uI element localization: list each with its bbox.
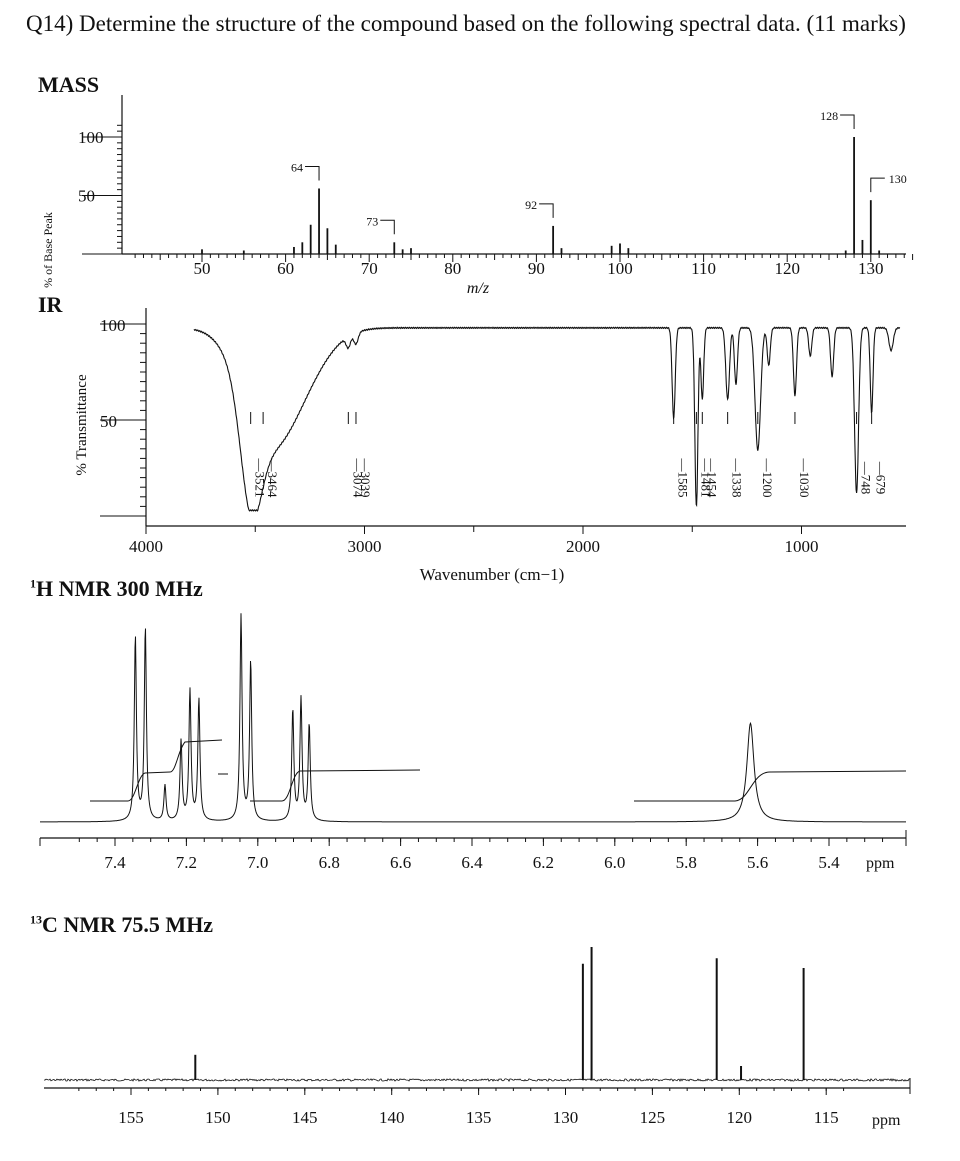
hnmr-tick-label: 6.4 (461, 853, 483, 872)
question-text: Q14) Determine the structure of the comp… (26, 11, 906, 36)
cnmr-baseline (43, 1078, 910, 1082)
cnmr-title: 13C NMR 75.5 MHz (30, 912, 214, 937)
hnmr-integral-trace (90, 739, 223, 802)
hnmr-spectrum-line (40, 613, 906, 823)
ir-x-tick-label: 4000 (129, 537, 163, 556)
mass-peak-label: 92 (525, 198, 537, 212)
mass-label-leader (380, 219, 395, 235)
hnmr-tick-label: 6.2 (533, 853, 554, 872)
mass-x-tick-label: 50 (194, 259, 211, 278)
cnmr-tick-label: 115 (814, 1108, 839, 1127)
ir-y-tick-label: 100 (100, 316, 126, 335)
ir-x-label: Wavenumber (cm−1) (420, 565, 565, 584)
mass-spectrum-chart: % of Base Peak m/z 50 60 70 80 90 100 110 120 13… (41, 95, 914, 297)
hnmr-tick-label: 6.6 (390, 853, 411, 872)
ir-spectrum-chart: % Transmittance Wavenumber (cm−1) 4000 30… (74, 308, 906, 584)
ir-peak-label: —1200 (760, 458, 775, 498)
cnmr-tick-label: 150 (205, 1108, 231, 1127)
ir-peak-label: —1585 (676, 458, 691, 498)
cnmr-tick-label: 145 (292, 1108, 318, 1127)
hnmr-tick-label: 7.2 (176, 853, 197, 872)
mass-x-label: m/z (467, 280, 490, 297)
mass-x-tick-label: 130 (858, 259, 884, 278)
cnmr-tick-label: 135 (466, 1108, 492, 1127)
ir-peak-label: —1454 (704, 458, 719, 499)
hnmr-tick-label: 5.6 (747, 853, 768, 872)
mass-x-tick-label: 70 (361, 259, 378, 278)
cnmr-tick-label: 130 (553, 1108, 579, 1127)
mass-peak-label: 130 (889, 172, 907, 186)
hnmr-tick-label: 7.0 (247, 853, 268, 872)
ir-peak-label: —1338 (730, 458, 745, 498)
ir-peak-label: —748 (859, 461, 874, 495)
ir-spectrum-line (193, 326, 901, 512)
ir-peak-label: —3464 (265, 458, 280, 499)
hnmr-tick-label: 7.4 (104, 853, 126, 872)
mass-y-tick-label: 50 (78, 187, 95, 206)
mass-x-tick-label: 60 (277, 259, 294, 278)
hnmr-title: 1H NMR 300 MHz (30, 576, 203, 601)
hnmr-integral-trace (250, 769, 421, 802)
mass-peak-label: 64 (291, 160, 303, 174)
ir-x-tick-label: 3000 (348, 537, 382, 556)
hnmr-integral-trace (634, 770, 907, 802)
ir-peak-label: —1030 (797, 458, 812, 498)
ir-peak-label: —679 (874, 461, 889, 495)
mass-y-tick-label: 100 (78, 128, 104, 147)
mass-x-tick-label: 90 (528, 259, 545, 278)
ir-x-tick-label: 1000 (785, 537, 819, 556)
hnmr-tick-label: 5.4 (818, 853, 840, 872)
mass-x-tick-label: 110 (691, 259, 716, 278)
ir-y-label: % Transmittance (74, 374, 90, 476)
h-nmr-spectrum-chart: ppm 7.4 7.2 7.0 6.8 6.6 6.4 6.2 6.0 5.8 5.6 5.4 (39, 613, 907, 872)
mass-label-leader (305, 165, 320, 181)
hnmr-tick-label: 5.8 (676, 853, 697, 872)
mass-x-tick-label: 100 (607, 259, 633, 278)
hnmr-tick-label: 6.8 (319, 853, 340, 872)
c-nmr-spectrum-chart: ppm 155 150 145 140 135 130 125 120 115 (43, 947, 911, 1129)
mass-peak-label: 128 (820, 109, 838, 123)
cnmr-tick-label: 140 (379, 1108, 405, 1127)
cnmr-x-label: ppm (872, 1112, 901, 1129)
mass-label-leader (539, 203, 554, 218)
mass-label-leader (870, 177, 885, 193)
mass-label-leader (840, 114, 855, 129)
ir-peak-label: —3039 (358, 458, 373, 498)
mass-peak-label: 73 (366, 214, 378, 228)
ir-peak-label: —1481 (698, 458, 713, 498)
cnmr-tick-label: 125 (640, 1108, 666, 1127)
ir-peak-label: —3521 (253, 458, 268, 498)
cnmr-tick-label: 120 (727, 1108, 753, 1127)
mass-x-tick-label: 80 (444, 259, 461, 278)
ir-peak-label: —3074 (350, 458, 365, 499)
ir-title: IR (38, 292, 63, 317)
mass-y-label: % of Base Peak (41, 212, 55, 288)
ir-x-tick-label: 2000 (566, 537, 600, 556)
cnmr-tick-label: 155 (118, 1108, 144, 1127)
mass-title: MASS (38, 72, 100, 97)
mass-x-tick-label: 120 (774, 259, 800, 278)
hnmr-x-label: ppm (866, 855, 895, 872)
ir-y-tick-label: 50 (100, 412, 117, 431)
hnmr-tick-label: 6.0 (604, 853, 625, 872)
